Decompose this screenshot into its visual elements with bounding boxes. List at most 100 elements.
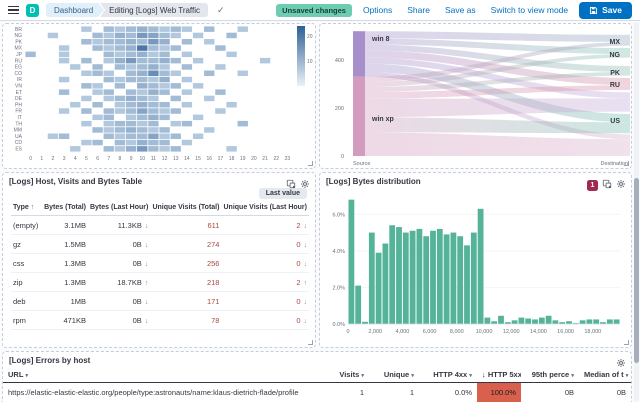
heatmap-cell[interactable] [58,51,70,58]
heatmap-cell[interactable] [125,70,137,77]
sankey-flow[interactable] [365,117,630,134]
histogram-bar[interactable] [586,319,593,324]
heatmap-cell[interactable] [204,70,215,77]
last-value-filter-badge[interactable]: Last value [258,188,307,199]
histogram-bar[interactable] [470,232,477,324]
heatmap-cell[interactable] [125,95,137,102]
heatmap-cell[interactable] [148,102,159,108]
save-to-library-icon[interactable] [286,176,296,194]
column-header[interactable]: HTTP 4xx ▾ [433,369,472,379]
menu-icon[interactable] [8,4,19,17]
histogram-bar[interactable] [382,243,389,324]
heatmap-cell[interactable] [137,120,148,127]
heatmap-cell[interactable] [148,95,159,102]
heatmap-cell[interactable] [137,64,148,70]
column-header[interactable]: Type ↑ [11,200,42,216]
heatmap-cell[interactable] [192,114,204,121]
heatmap-cell[interactable] [103,51,114,58]
heatmap-cell[interactable] [237,70,248,77]
heatmap-cell[interactable] [148,76,159,83]
heatmap-cell[interactable] [125,51,137,58]
heatmap-cell[interactable] [181,39,193,45]
histogram-bar[interactable] [552,320,559,324]
heatmap-cell[interactable] [103,127,114,133]
histogram-bar[interactable] [409,230,416,324]
table-row[interactable]: gz 1.5MB 0B ↓ 274 0 ↓ [11,234,309,254]
heatmap-cell[interactable] [47,32,59,39]
heatmap-cell[interactable] [125,120,137,127]
heatmap-cell[interactable] [137,89,148,95]
heatmap-cell[interactable] [70,64,81,70]
sankey-flow[interactable] [365,98,630,118]
heatmap-cell[interactable] [114,108,126,114]
gear-icon[interactable] [616,176,626,194]
heatmap-cell[interactable] [259,57,271,64]
histogram-bar[interactable] [484,317,491,324]
bytes-distribution-chart[interactable]: 0.0% 2.0% 4.0% 6.0% 0 2,000 4,000 6,000 8,000 10,… [320,186,631,349]
sankey-flow[interactable] [365,54,630,87]
heatmap-cell[interactable] [170,32,181,39]
gear-icon[interactable] [300,176,310,194]
heatmap-cell[interactable] [170,83,181,89]
heatmap-cell[interactable] [181,139,193,146]
heatmap-cell[interactable] [103,32,114,39]
heatmap-cell[interactable] [148,139,159,146]
heatmap-cell[interactable] [81,108,92,114]
heatmap-cell[interactable] [114,57,126,64]
heatmap-cell[interactable] [148,83,159,89]
heatmap-cell[interactable] [204,26,215,32]
heatmap-cell[interactable] [148,70,159,77]
heatmap-cell[interactable] [114,51,126,58]
heatmap-cell[interactable] [170,45,181,51]
heatmap-cell[interactable] [159,83,170,89]
histogram-bar[interactable] [498,315,504,324]
save-button[interactable]: Save [579,1,632,19]
heatmap-cell[interactable] [148,120,159,127]
heatmap-cell[interactable] [114,76,126,83]
heatmap-cell[interactable] [58,76,70,83]
heatmap-cell[interactable] [58,57,70,64]
heatmap-cell[interactable] [226,146,237,152]
heatmap-cell[interactable] [181,76,193,83]
histogram-bar[interactable] [362,321,368,324]
filter-count-badge[interactable]: 1 [587,179,598,191]
heatmap-cell[interactable] [137,39,148,45]
sankey-source-node[interactable] [353,31,365,77]
heatmap-cell[interactable] [58,45,70,51]
heatmap-cell[interactable] [103,114,114,121]
heatmap-cell[interactable] [137,83,148,89]
resize-handle[interactable] [624,161,629,166]
heatmap-cell[interactable] [114,102,126,108]
heatmap-cell[interactable] [92,70,103,77]
heatmap-cell[interactable] [148,26,159,32]
heatmap-cell[interactable] [103,39,114,45]
histogram-bar[interactable] [389,225,396,324]
resize-handle[interactable] [624,340,629,345]
heatmap-cell[interactable] [137,32,148,39]
heatmap-cell[interactable] [159,114,170,121]
heatmap-cell[interactable] [148,51,159,58]
switch-view-mode-button[interactable]: Switch to view mode [490,5,569,15]
heatmap-cell[interactable] [125,133,137,140]
heatmap-cell[interactable] [137,57,148,64]
heatmap-cell[interactable] [92,102,103,108]
heatmap-cell[interactable] [159,70,170,77]
histogram-bar[interactable] [396,227,402,324]
sankey-flow[interactable] [365,132,630,156]
heatmap-cell[interactable] [159,76,170,83]
heatmap-cell[interactable] [159,57,170,64]
heatmap-cell[interactable] [58,108,70,114]
heatmap-cell[interactable] [159,108,170,114]
heatmap-cell[interactable] [148,127,159,133]
page-scrollbar-thumb[interactable] [634,178,639,363]
heatmap-cell[interactable] [103,76,114,83]
heatmap-cell[interactable] [125,89,137,95]
heatmap-cell[interactable] [92,127,103,133]
heatmap-chart[interactable]: BR NG PK MX JP RU EG CO IR VN ET DE PH FR IT TH MM UA CD ES… [3,24,315,173]
heatmap-cell[interactable] [237,120,248,127]
breadcrumb-current[interactable]: Editing [Logs] Web Traffic [100,3,209,17]
heatmap-cell[interactable] [81,120,92,127]
heatmap-cell[interactable] [92,39,103,45]
heatmap-cell[interactable] [125,64,137,70]
heatmap-cell[interactable] [170,120,181,127]
